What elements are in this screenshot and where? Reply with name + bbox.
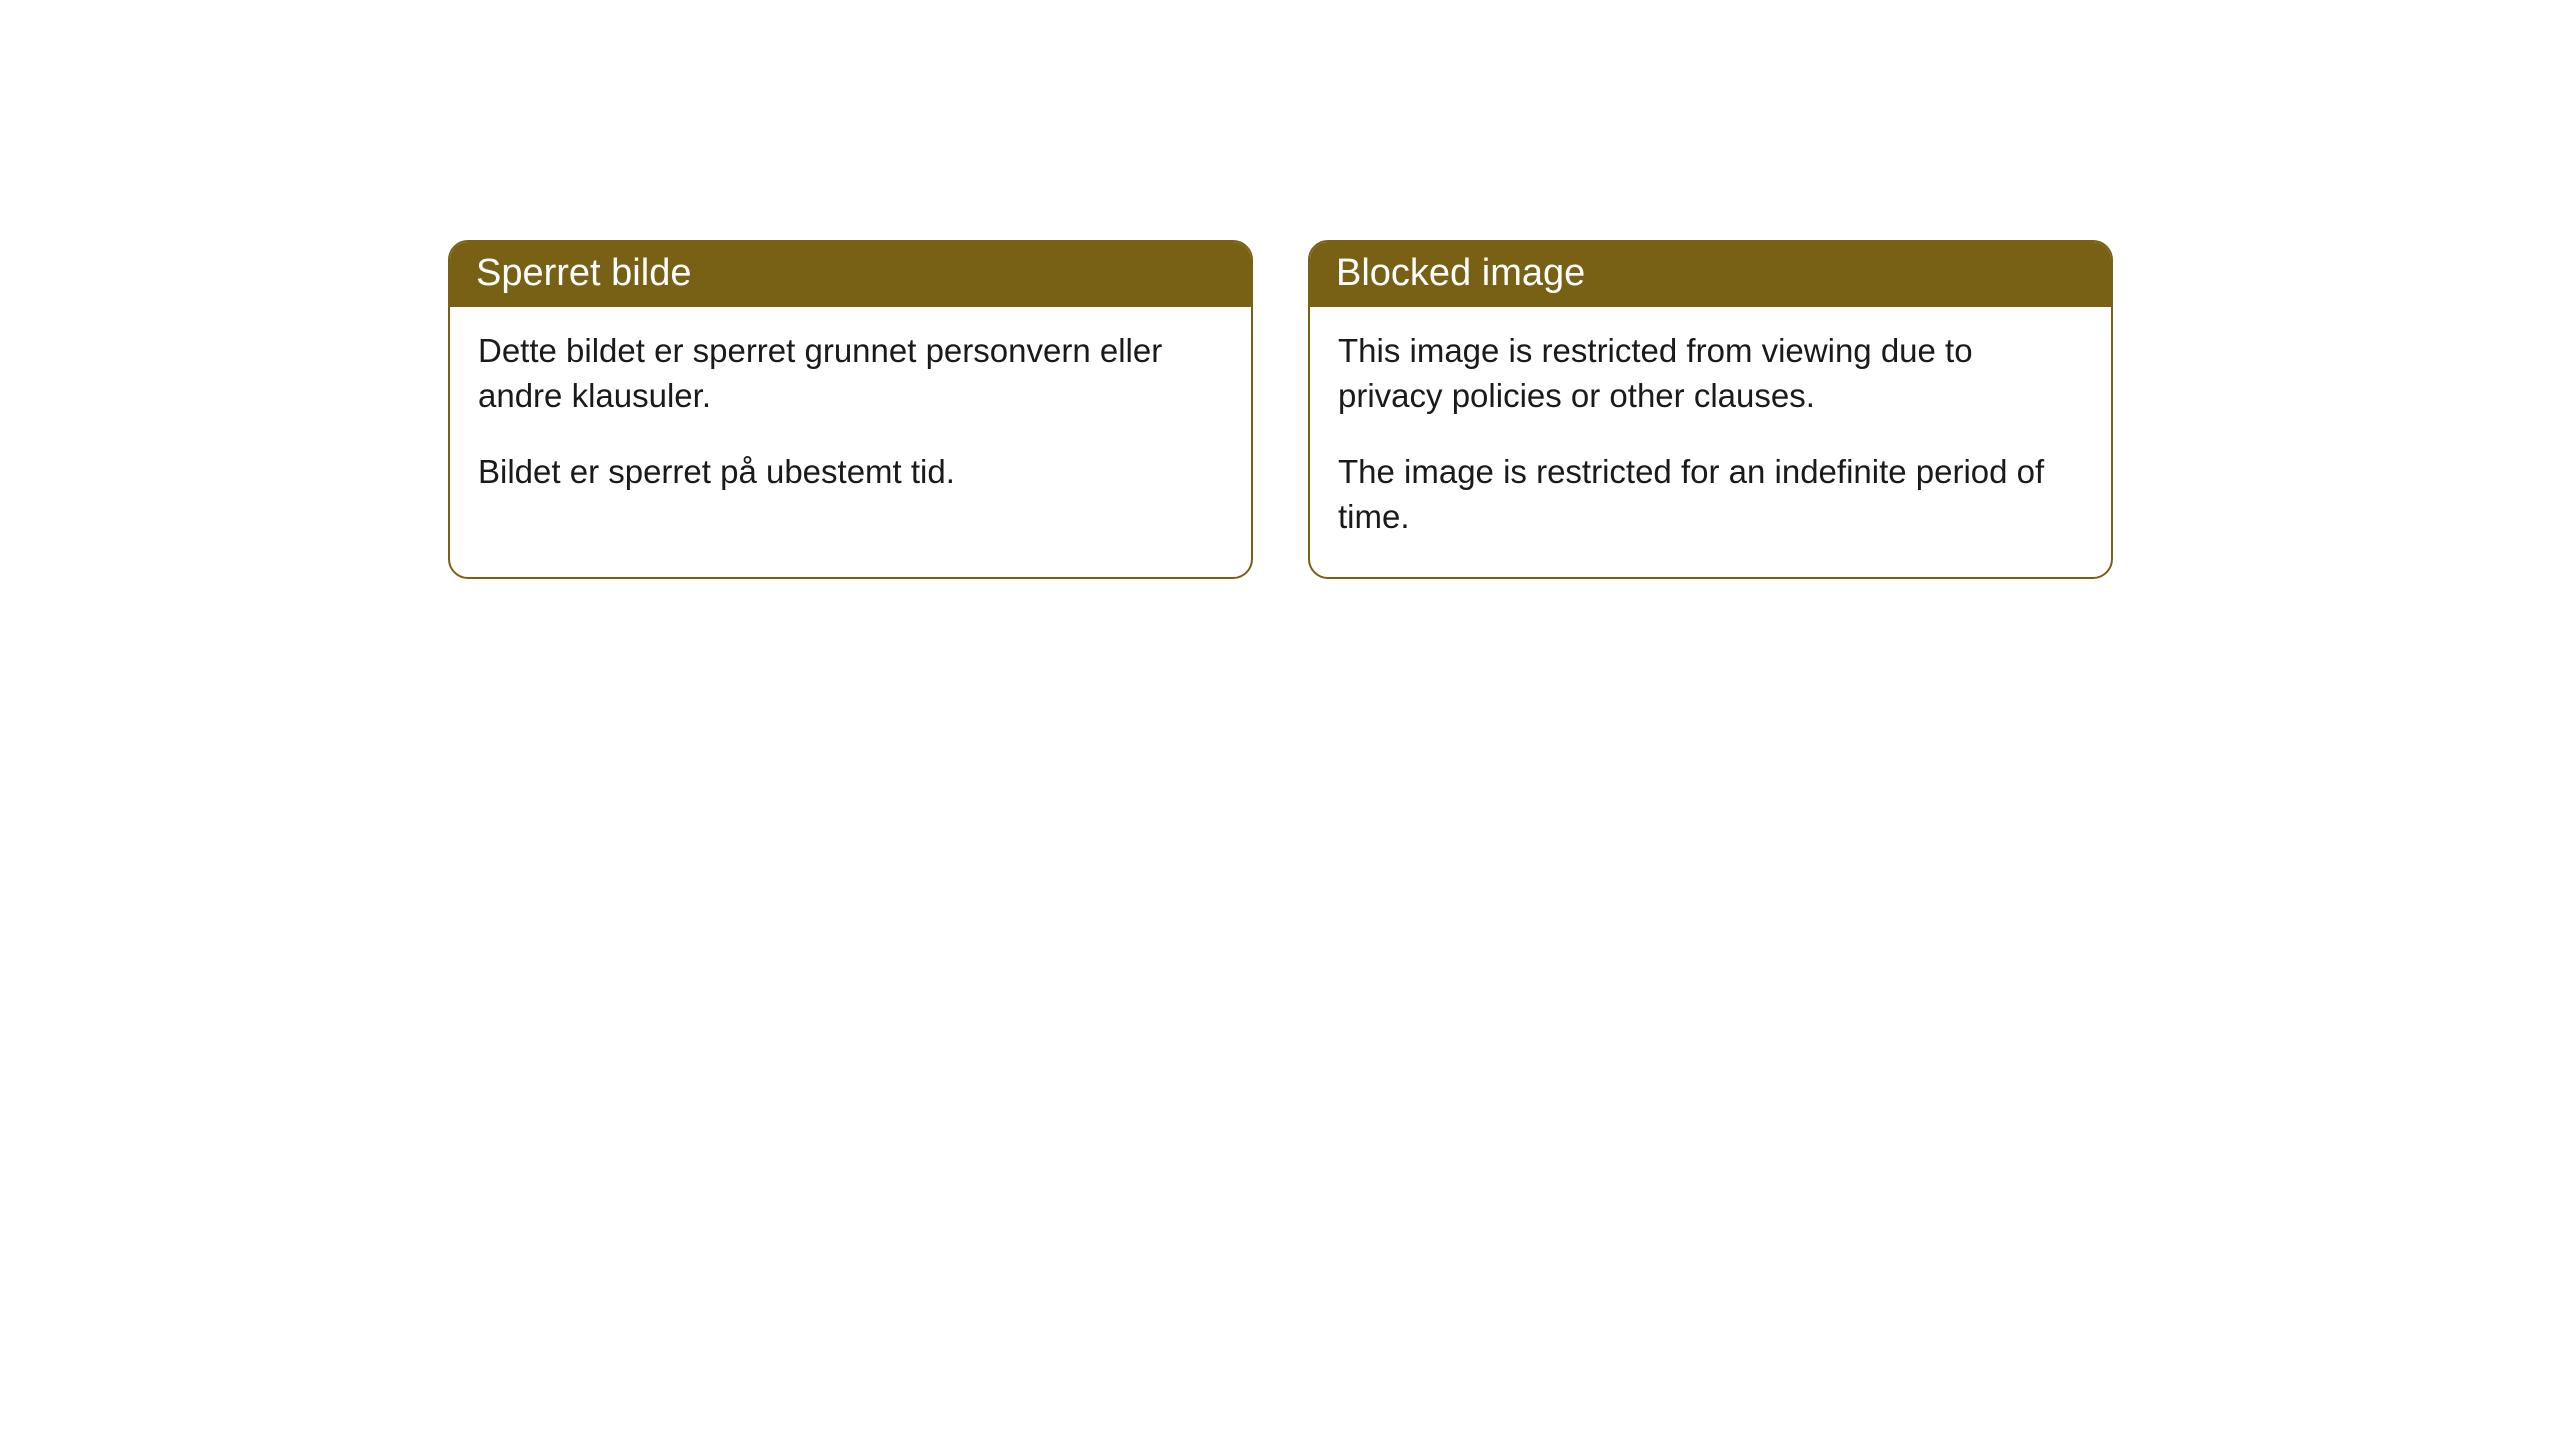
- notice-card-norwegian: Sperret bilde Dette bildet er sperret gr…: [448, 240, 1253, 579]
- notice-container: Sperret bilde Dette bildet er sperret gr…: [0, 0, 2560, 579]
- notice-body: This image is restricted from viewing du…: [1310, 307, 2111, 577]
- notice-paragraph: This image is restricted from viewing du…: [1338, 329, 2083, 418]
- notice-card-english: Blocked image This image is restricted f…: [1308, 240, 2113, 579]
- notice-header: Sperret bilde: [450, 242, 1251, 307]
- notice-paragraph: Dette bildet er sperret grunnet personve…: [478, 329, 1223, 418]
- notice-header: Blocked image: [1310, 242, 2111, 307]
- notice-body: Dette bildet er sperret grunnet personve…: [450, 307, 1251, 533]
- notice-paragraph: The image is restricted for an indefinit…: [1338, 450, 2083, 539]
- notice-paragraph: Bildet er sperret på ubestemt tid.: [478, 450, 1223, 495]
